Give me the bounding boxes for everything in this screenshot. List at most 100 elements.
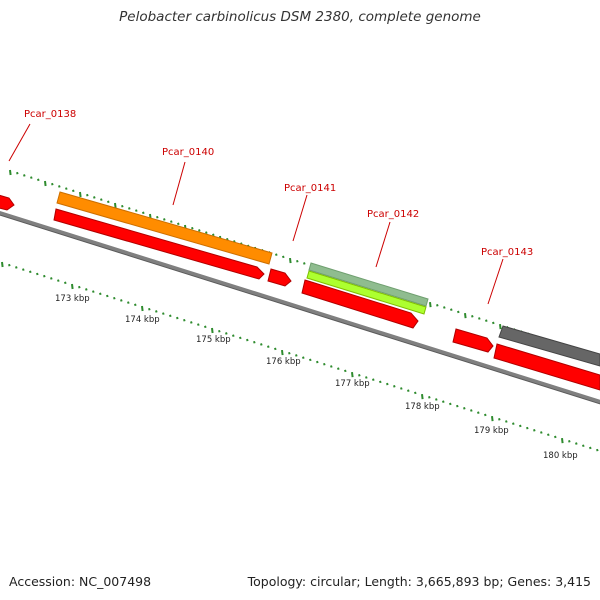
- gray-green-feature-bar[interactable]: [308, 262, 429, 307]
- tick-lower-minor: [540, 431, 543, 434]
- scale-label-174: 174 kbp: [125, 315, 160, 325]
- tick-lower-minor: [589, 446, 592, 450]
- tick-lower-minor: [57, 279, 60, 282]
- gene-label-pcar-0142[interactable]: Pcar_0142: [367, 209, 419, 220]
- tick-upper-minor: [72, 189, 75, 193]
- tick-lower-minor: [463, 407, 466, 410]
- cds-arrow-pcar-0141[interactable]: [267, 268, 292, 287]
- tick-lower-minor: [456, 404, 459, 408]
- tick-lower-minor: [64, 281, 67, 285]
- gene-label-pcar-0140[interactable]: Pcar_0140: [162, 147, 214, 158]
- tick-lower-minor: [582, 444, 585, 448]
- tick-upper-minor: [436, 304, 439, 307]
- tick-lower-minor: [15, 266, 18, 269]
- tick-lower-minor: [239, 336, 242, 340]
- tick-lower-minor: [498, 418, 501, 421]
- tick-lower-minor: [148, 307, 151, 311]
- scale-label-179: 179 kbp: [474, 426, 509, 436]
- tick-upper-minor: [163, 218, 166, 221]
- tick-lower-minor: [372, 378, 375, 381]
- tick-lower-minor: [393, 385, 396, 388]
- cds-arrow-pcar-0142[interactable]: [301, 279, 419, 329]
- tick-upper-minor: [205, 231, 208, 234]
- genome-backbone: [0, 211, 600, 404]
- tick-upper-major: [79, 191, 82, 198]
- tick-lower-minor: [330, 365, 333, 368]
- tick-upper-major: [289, 257, 292, 264]
- tick-lower-minor: [323, 362, 326, 366]
- tick-lower-minor: [162, 312, 165, 315]
- tick-lower-minor: [169, 314, 172, 318]
- tick-upper-minor: [121, 204, 124, 208]
- tick-lower-minor: [428, 396, 431, 399]
- tick-upper-minor: [93, 196, 96, 199]
- lime-feature-bar[interactable]: [306, 270, 427, 315]
- tick-lower-minor: [106, 294, 109, 298]
- tick-lower-minor: [120, 299, 123, 302]
- tick-upper-minor: [23, 174, 26, 177]
- tick-lower-minor: [533, 429, 536, 432]
- tick-lower-major: [351, 371, 354, 378]
- tick-lower-minor: [379, 380, 382, 384]
- accession-text: Accession: NC_007498: [9, 574, 152, 589]
- tick-lower-major: [71, 283, 74, 290]
- tick-lower-major: [421, 393, 424, 400]
- cds-arrow-pcar-0143a[interactable]: [452, 328, 494, 353]
- tick-upper-minor: [282, 255, 285, 259]
- tick-upper-minor: [107, 200, 110, 204]
- leader-pcar-0140: [172, 161, 186, 206]
- genome-summary-text: Topology: circular; Length: 3,665,893 bp…: [247, 574, 591, 589]
- dark-gray-feature-bar[interactable]: [498, 325, 600, 367]
- tick-upper-minor: [86, 193, 89, 197]
- scale-label-175: 175 kbp: [196, 335, 231, 345]
- tick-lower-minor: [519, 424, 522, 428]
- genome-backbone-shade: [0, 214, 600, 405]
- gene-label-pcar-0143[interactable]: Pcar_0143: [481, 247, 533, 258]
- leader-pcar-0142: [375, 221, 391, 268]
- cds-arrow-pcar-0138[interactable]: [0, 194, 15, 211]
- tick-lower-minor: [316, 360, 319, 364]
- tick-upper-minor: [128, 207, 131, 210]
- tick-lower-minor: [407, 389, 410, 392]
- tick-lower-minor: [358, 373, 361, 377]
- tick-upper-minor: [58, 185, 61, 188]
- tick-upper-minor: [37, 178, 40, 182]
- tick-lower-minor: [596, 448, 599, 452]
- tick-upper-minor: [450, 308, 453, 311]
- tick-lower-minor: [218, 329, 221, 333]
- scale-label-180: 180 kbp: [543, 451, 578, 461]
- tick-upper-minor: [191, 226, 194, 230]
- tick-lower-minor: [274, 347, 277, 351]
- scale-label-173: 173 kbp: [55, 294, 90, 304]
- tick-upper-major: [114, 202, 117, 209]
- tick-upper-minor: [51, 182, 54, 186]
- tick-lower-minor: [484, 413, 487, 417]
- tick-lower-minor: [134, 303, 137, 307]
- tick-lower-major: [491, 415, 494, 422]
- tick-upper-minor: [303, 262, 306, 265]
- scale-label-176: 176 kbp: [266, 357, 301, 367]
- tick-lower-minor: [554, 435, 557, 439]
- tick-lower-minor: [43, 274, 46, 278]
- tick-lower-major: [211, 327, 214, 334]
- gene-label-pcar-0141[interactable]: Pcar_0141: [284, 183, 336, 194]
- tick-lower-minor: [260, 343, 263, 346]
- tick-lower-minor: [288, 351, 291, 355]
- tick-lower-minor: [113, 296, 116, 300]
- map-title: Pelobacter carbinolicus DSM 2380, comple…: [119, 9, 481, 25]
- cds-arrow-pcar-0140[interactable]: [53, 208, 265, 280]
- tick-lower-minor: [442, 400, 445, 403]
- tick-lower-minor: [22, 268, 25, 271]
- tick-lower-major: [281, 349, 284, 356]
- gene-labels: Pcar_0138 Pcar_0140 Pcar_0141 Pcar_0142 …: [24, 109, 533, 258]
- cds-arrow-pcar-0143b[interactable]: [493, 343, 600, 391]
- gene-label-pcar-0138[interactable]: Pcar_0138: [24, 109, 76, 120]
- tick-lower-minor: [470, 409, 473, 412]
- features: [0, 191, 600, 391]
- tick-lower-minor: [295, 354, 298, 357]
- tick-lower-minor: [183, 318, 186, 322]
- tick-lower-minor: [267, 345, 270, 348]
- tick-lower-major: [141, 305, 144, 312]
- tick-lower-minor: [505, 420, 508, 423]
- orange-feature-bar[interactable]: [56, 191, 273, 265]
